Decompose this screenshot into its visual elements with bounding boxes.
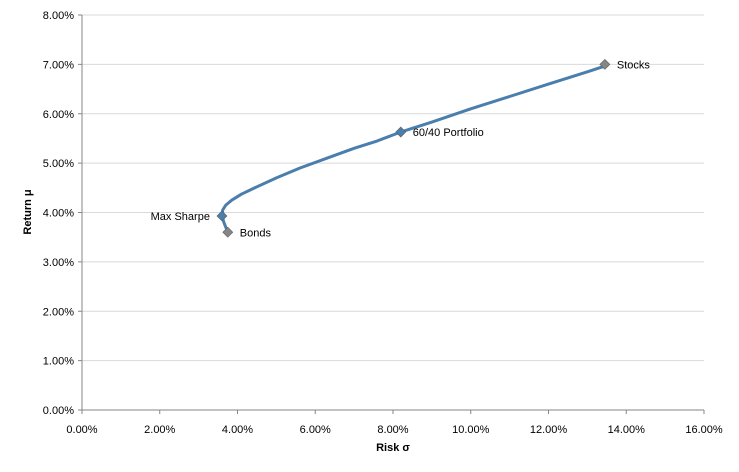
- frontier-line: [220, 63, 609, 233]
- y-tick-label: 5.00%: [43, 158, 74, 170]
- point-label: Max Sharpe: [151, 211, 210, 223]
- x-tick-label: 0.00%: [66, 424, 97, 436]
- x-axis-title: Risk σ: [376, 442, 410, 454]
- x-tick-label: 6.00%: [300, 424, 331, 436]
- x-tick-label: 4.00%: [222, 424, 253, 436]
- frontier-series: [220, 63, 609, 233]
- y-tick-labels: 0.00% 1.00% 2.00% 3.00% 4.00% 5.00% 6.00% 7.00%…: [43, 10, 74, 417]
- point-markers: [216, 58, 611, 238]
- y-tick-label: 6.00%: [43, 109, 74, 121]
- y-tick-label: 8.00%: [43, 10, 74, 22]
- point-marker: [222, 226, 234, 238]
- x-tick-label: 10.00%: [452, 424, 490, 436]
- point-label: 60/40 Portfolio: [413, 127, 484, 139]
- y-tick-label: 4.00%: [43, 208, 74, 220]
- y-tick-label: 7.00%: [43, 59, 74, 71]
- y-tick-label: 1.00%: [43, 356, 74, 368]
- gridlines: [82, 14, 704, 362]
- y-tick-label: 2.00%: [43, 306, 74, 318]
- point-label: Stocks: [617, 59, 651, 71]
- x-tick-label: 8.00%: [377, 424, 408, 436]
- x-tick-label: 12.00%: [530, 424, 568, 436]
- point-labels: Stocks 60/40 Portfolio Max Sharpe Bonds: [151, 59, 651, 239]
- y-axis-title: Return μ: [22, 189, 34, 234]
- point-marker: [395, 126, 407, 138]
- axes: [78, 14, 705, 414]
- x-tick-label: 2.00%: [144, 424, 175, 436]
- point-marker: [599, 58, 611, 70]
- x-tick-label: 16.00%: [685, 424, 723, 436]
- x-tick-labels: 0.00% 2.00% 4.00% 6.00% 8.00% 10.00% 12.00% 14.…: [66, 424, 722, 436]
- point-marker: [216, 210, 228, 222]
- point-label: Bonds: [240, 227, 272, 239]
- y-tick-label: 0.00%: [43, 405, 74, 417]
- y-tick-label: 3.00%: [43, 257, 74, 269]
- x-tick-label: 14.00%: [608, 424, 646, 436]
